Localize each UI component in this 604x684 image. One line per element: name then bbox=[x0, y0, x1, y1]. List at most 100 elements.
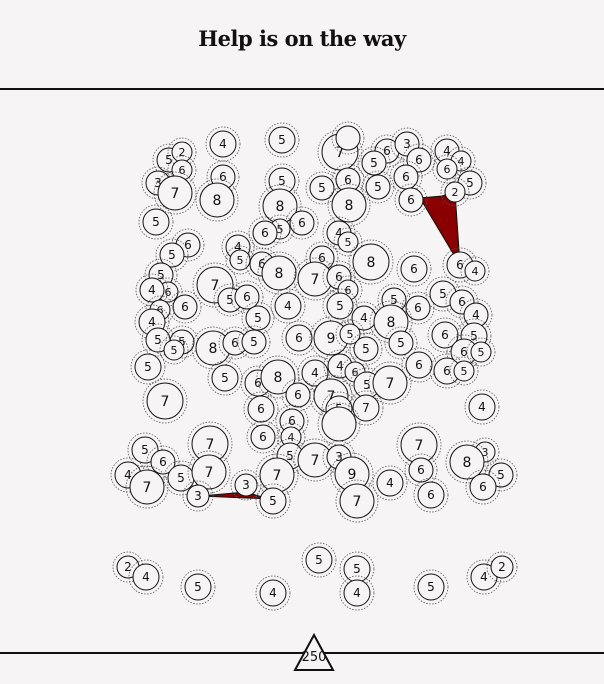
node-25[interactable]: 8 bbox=[195, 178, 239, 222]
counter-triangle-icon bbox=[293, 632, 335, 671]
node-132[interactable]: 4 bbox=[255, 575, 291, 611]
node-102[interactable]: 4 bbox=[464, 389, 500, 425]
node-107[interactable]: 6 bbox=[146, 445, 180, 479]
node-82[interactable]: 5 bbox=[130, 349, 166, 385]
node-label-114: 4 bbox=[124, 468, 132, 482]
node-135[interactable]: 4 bbox=[339, 575, 375, 611]
node-113[interactable]: 8 bbox=[445, 440, 489, 484]
node-29[interactable]: 6 bbox=[285, 206, 319, 240]
node-91[interactable]: 6 bbox=[401, 347, 437, 383]
node-131[interactable]: 5 bbox=[180, 569, 216, 605]
node-101[interactable] bbox=[317, 402, 361, 446]
node-90[interactable]: 7 bbox=[368, 361, 412, 405]
node-136[interactable]: 5 bbox=[413, 569, 449, 605]
node-97[interactable]: 6 bbox=[243, 391, 279, 427]
node-label-28: 5 bbox=[152, 215, 160, 229]
node-44[interactable]: 8 bbox=[348, 239, 394, 285]
node-118[interactable]: 7 bbox=[255, 453, 299, 497]
node-12[interactable]: 6 bbox=[394, 183, 428, 217]
node-label-137: 4 bbox=[480, 570, 488, 584]
node-31[interactable]: 6 bbox=[248, 216, 282, 250]
node-label-69: 5 bbox=[154, 333, 162, 347]
node-label-10: 2 bbox=[452, 186, 459, 199]
node-label-63: 4 bbox=[148, 315, 156, 329]
node-33[interactable]: 5 bbox=[333, 227, 363, 257]
node-label-95: 6 bbox=[294, 388, 302, 402]
node-23[interactable]: 7 bbox=[153, 171, 197, 215]
node-28[interactable]: 5 bbox=[138, 204, 174, 240]
node-17[interactable]: 5 bbox=[264, 122, 300, 158]
node-label-47: 4 bbox=[472, 265, 479, 278]
node-11[interactable]: 6 bbox=[389, 160, 423, 194]
node-125[interactable]: 3 bbox=[182, 480, 214, 512]
node-133[interactable]: 5 bbox=[301, 542, 337, 578]
node-26[interactable]: 5 bbox=[264, 163, 300, 199]
node-4[interactable]: 6 bbox=[402, 143, 436, 177]
node-120[interactable]: 6 bbox=[404, 453, 438, 487]
node-10[interactable]: 2 bbox=[440, 177, 470, 207]
node-69[interactable]: 5 bbox=[141, 323, 175, 357]
node-label-37: 5 bbox=[168, 248, 176, 262]
node-119[interactable]: 9 bbox=[330, 452, 374, 496]
node-124[interactable]: 3 bbox=[230, 469, 262, 501]
node-81[interactable]: 5 bbox=[466, 337, 496, 367]
node-83[interactable]: 5 bbox=[207, 360, 243, 396]
node-15[interactable]: 5 bbox=[305, 171, 339, 205]
node-94[interactable]: 7 bbox=[142, 378, 188, 424]
node-54[interactable]: 6 bbox=[168, 290, 202, 324]
node-57[interactable]: 5 bbox=[322, 288, 358, 324]
node-126[interactable]: 5 bbox=[255, 483, 291, 519]
node-71[interactable]: 5 bbox=[159, 335, 189, 365]
node-134[interactable]: 5 bbox=[339, 551, 375, 587]
node-label-18: 4 bbox=[219, 137, 227, 151]
node-37[interactable]: 5 bbox=[155, 238, 189, 272]
node-103[interactable]: 6 bbox=[246, 420, 280, 454]
node-14[interactable]: 5 bbox=[361, 170, 395, 204]
node-75[interactable]: 6 bbox=[281, 320, 317, 356]
node-77[interactable]: 5 bbox=[335, 319, 365, 349]
node-1[interactable] bbox=[331, 121, 365, 155]
node-74[interactable]: 5 bbox=[237, 325, 271, 359]
node-21[interactable]: 6 bbox=[167, 155, 197, 185]
node-label-19: 5 bbox=[165, 153, 173, 167]
node-127[interactable]: 7 bbox=[335, 479, 379, 523]
node-label-104: 4 bbox=[288, 431, 295, 444]
node-18[interactable]: 4 bbox=[205, 126, 241, 162]
node-label-120: 6 bbox=[417, 463, 425, 477]
node-93[interactable]: 5 bbox=[449, 356, 479, 386]
footer-divider bbox=[0, 652, 604, 654]
node-117[interactable]: 7 bbox=[187, 450, 231, 494]
node-123[interactable]: 6 bbox=[465, 469, 501, 505]
node-138[interactable]: 2 bbox=[486, 551, 518, 583]
node-label-44: 8 bbox=[367, 255, 376, 271]
node-79[interactable]: 5 bbox=[384, 326, 418, 360]
node-27[interactable]: 8 bbox=[258, 184, 302, 228]
node-39[interactable]: 8 bbox=[257, 251, 301, 295]
node-16[interactable]: 8 bbox=[327, 183, 371, 227]
node-78[interactable]: 5 bbox=[349, 332, 383, 366]
node-35[interactable]: 5 bbox=[225, 245, 255, 275]
node-121[interactable]: 4 bbox=[372, 465, 408, 501]
node-47[interactable]: 4 bbox=[460, 256, 490, 286]
node-56[interactable]: 4 bbox=[270, 288, 306, 324]
node-59[interactable]: 6 bbox=[401, 291, 435, 325]
node-label-112: 3 bbox=[482, 446, 489, 459]
node-label-41: 7 bbox=[311, 272, 320, 288]
node-label-87: 4 bbox=[336, 359, 344, 373]
node-128[interactable]: 6 bbox=[413, 477, 449, 513]
node-85[interactable]: 8 bbox=[256, 355, 300, 399]
node-100[interactable]: 7 bbox=[348, 390, 384, 426]
node-8[interactable]: 6 bbox=[432, 154, 462, 184]
move-counter: 250 bbox=[301, 650, 327, 665]
node-label-22: 3 bbox=[154, 176, 162, 190]
node-label-11: 6 bbox=[402, 170, 410, 184]
node-130[interactable]: 4 bbox=[128, 559, 164, 595]
node-66[interactable]: 8 bbox=[369, 300, 413, 344]
node-label-130: 4 bbox=[142, 570, 150, 584]
node-label-33: 5 bbox=[345, 236, 352, 249]
node-label-96: 7 bbox=[327, 389, 336, 405]
node-45[interactable]: 6 bbox=[396, 251, 432, 287]
node-label-67: 6 bbox=[441, 328, 449, 342]
node-115[interactable]: 7 bbox=[125, 465, 169, 509]
